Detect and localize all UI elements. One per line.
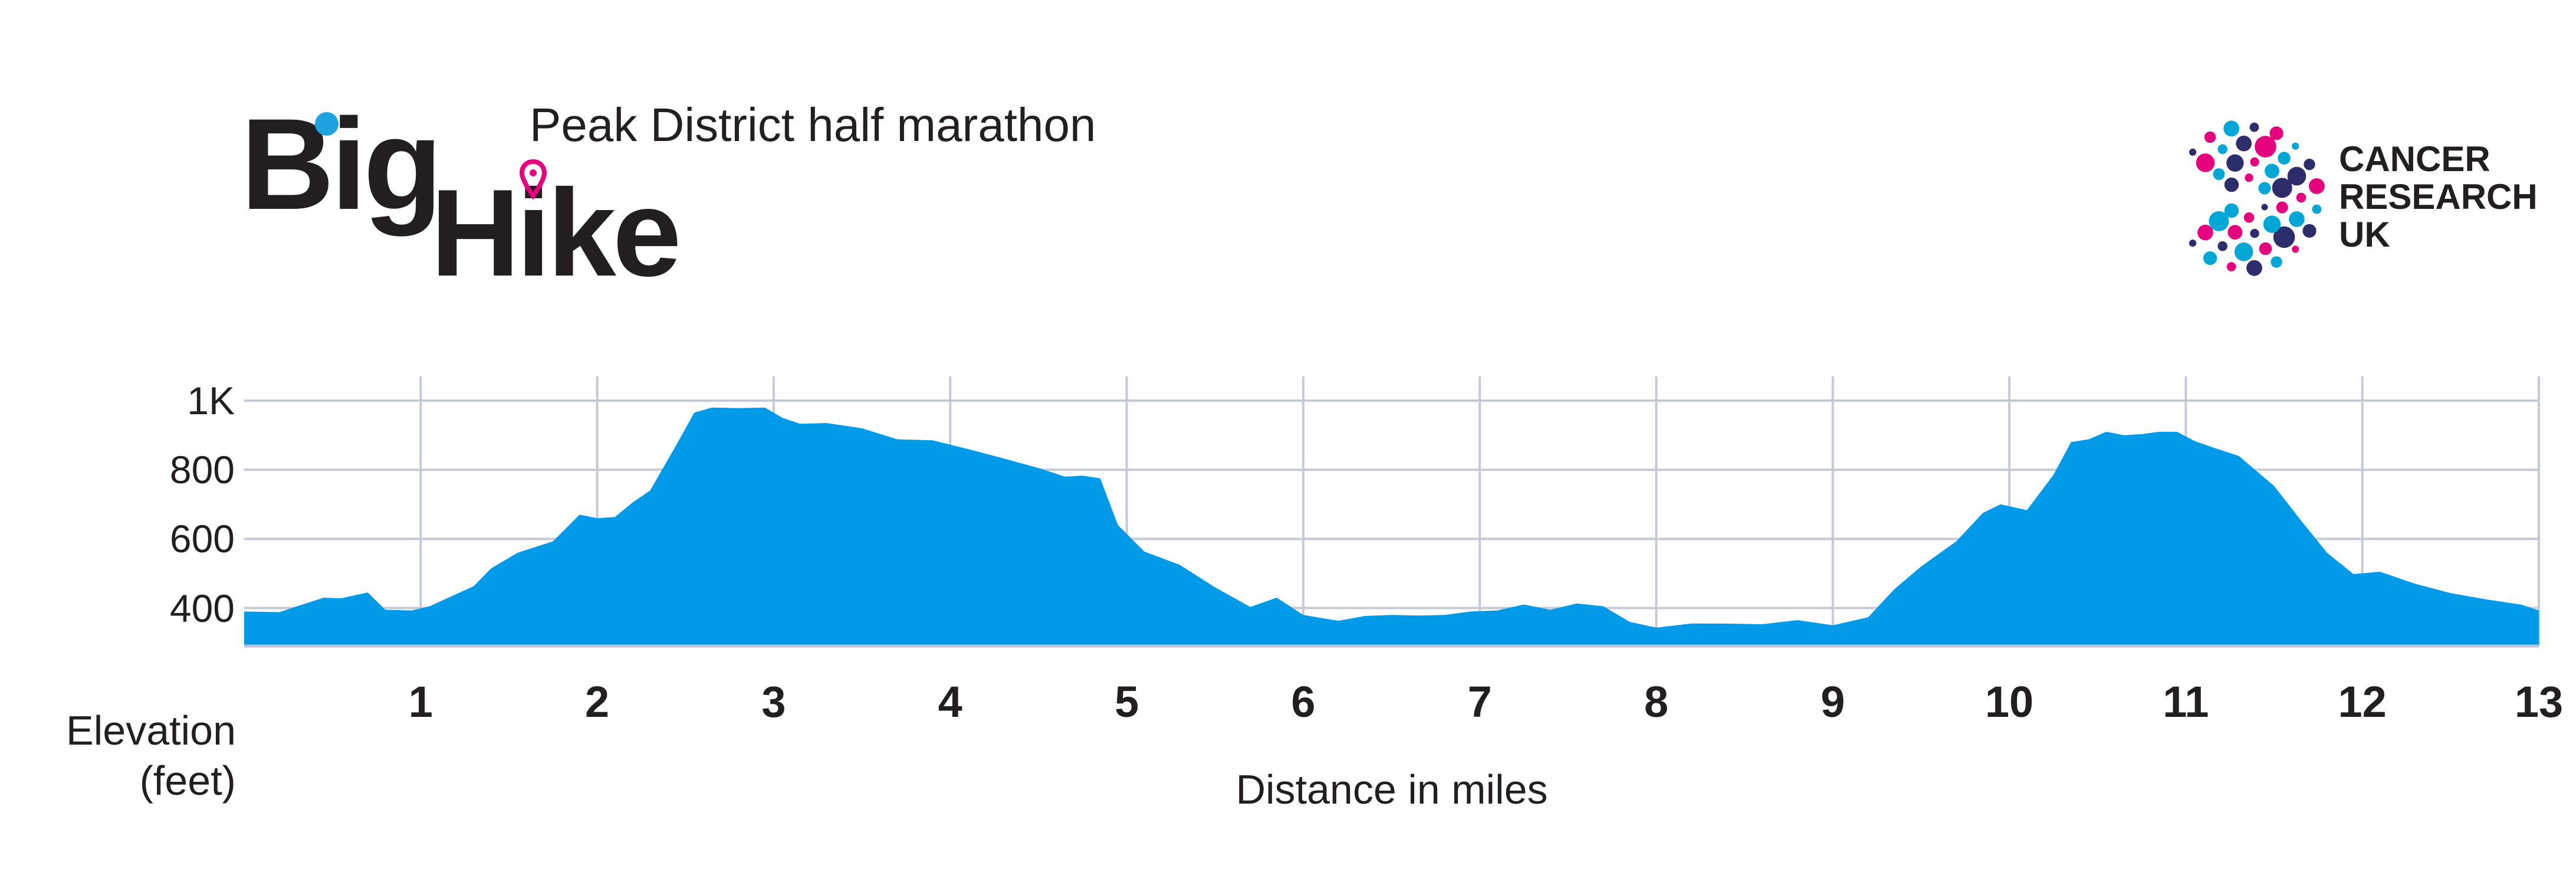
partner-line-1: CANCER <box>2339 139 2490 179</box>
logo-dot <box>2259 242 2272 255</box>
brand-big: Big <box>241 91 442 237</box>
elevation-area <box>244 407 2539 646</box>
logo-dot <box>2203 251 2217 266</box>
page-title: Peak District half marathon <box>530 99 1096 151</box>
location-pin-icon <box>519 159 547 199</box>
logo-dot <box>2304 159 2315 171</box>
logo-dot <box>2255 136 2276 158</box>
x-axis-title: Distance in miles <box>1236 766 1548 812</box>
logo-dot <box>2276 201 2288 214</box>
logo-dot <box>2273 226 2295 248</box>
logo-dot <box>2226 154 2244 172</box>
x-tick-label: 8 <box>1644 677 1669 726</box>
logo-dot <box>2197 224 2213 241</box>
logo-dot <box>2234 242 2253 261</box>
logo-dot <box>2196 153 2215 172</box>
x-tick-label: 10 <box>1984 677 2034 726</box>
y-axis-title-line-1: Elevation <box>66 707 236 753</box>
logo-dot <box>2217 241 2227 251</box>
x-tick-label: 9 <box>1821 677 1845 726</box>
logo-dot <box>2271 256 2282 268</box>
y-tick-label: 600 <box>169 517 235 561</box>
logo-dot <box>2209 211 2229 231</box>
logo-dot <box>2217 144 2227 155</box>
y-tick-label: 1K <box>187 379 235 422</box>
logo-dot <box>2258 182 2271 195</box>
logo-dot <box>2278 152 2291 165</box>
brand-dot-icon <box>315 112 339 136</box>
logo-dot <box>2250 157 2259 167</box>
logo-dot <box>2224 203 2239 218</box>
logo-dot <box>2249 122 2259 132</box>
y-tick-label: 800 <box>169 448 235 492</box>
logo-dot <box>2287 166 2306 186</box>
partner-name: CANCER RESEARCH UK <box>2339 140 2538 254</box>
logo-dot <box>2223 120 2240 137</box>
logo-dot <box>2227 225 2243 240</box>
logo-dot <box>2226 262 2236 271</box>
logo-dot <box>2265 163 2279 179</box>
y-axis-title-line-2: (feet) <box>139 758 236 804</box>
logo-dot <box>2245 173 2253 182</box>
logo-dot <box>2250 228 2259 238</box>
x-tick-label: 2 <box>585 677 610 726</box>
logo-dot <box>2204 131 2216 143</box>
partner-line-3: UK <box>2339 215 2390 254</box>
logo-dot <box>2189 240 2197 247</box>
x-tick-label: 4 <box>938 677 962 726</box>
x-tick-label: 7 <box>1467 677 1492 726</box>
logo-dot <box>2269 126 2283 140</box>
logo-dot <box>2309 178 2325 194</box>
logo-dot <box>2302 224 2317 238</box>
logo-dot <box>2261 204 2268 211</box>
x-tick-label: 3 <box>761 677 786 726</box>
logo-dot <box>2289 211 2305 227</box>
logo-dot <box>2243 212 2255 223</box>
x-tick-label: 5 <box>1114 677 1139 726</box>
cancer-research-uk-logo <box>2189 120 2325 276</box>
logo-dot <box>2263 215 2281 233</box>
logo-dot <box>2292 245 2299 253</box>
logo-dot <box>2236 135 2252 152</box>
x-tick-label: 12 <box>2338 677 2387 726</box>
y-tick-label: 400 <box>169 586 235 630</box>
x-tick-label: 6 <box>1291 677 1316 726</box>
x-tick-label: 1 <box>408 677 433 726</box>
partner-line-2: RESEARCH <box>2339 177 2538 217</box>
x-tick-label: 13 <box>2514 677 2564 726</box>
logo-dot <box>2246 260 2262 276</box>
logo-dot <box>2224 177 2239 192</box>
logo-dot <box>2189 148 2197 156</box>
logo-dot <box>2312 204 2322 214</box>
x-tick-label: 11 <box>2163 677 2209 726</box>
logo-dot <box>2272 178 2292 198</box>
logo-dot <box>2292 142 2299 150</box>
logo-dot <box>2213 168 2225 181</box>
brand-hike: Hike <box>431 163 682 302</box>
logo-dot <box>2296 192 2306 203</box>
y-axis-title: Elevation (feet) <box>24 706 236 807</box>
